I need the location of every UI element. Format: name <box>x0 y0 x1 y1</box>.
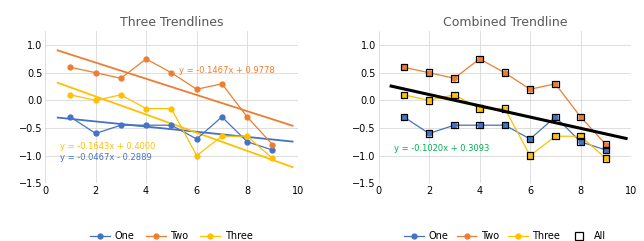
Two <box>526 88 534 91</box>
Line: Two: Two <box>68 56 275 147</box>
One <box>193 138 200 141</box>
Point <box>576 134 586 138</box>
Point <box>601 148 611 152</box>
One <box>400 115 408 118</box>
Point <box>399 93 409 97</box>
One <box>526 138 534 141</box>
One <box>450 124 458 127</box>
Line: Three: Three <box>401 92 609 161</box>
Two <box>551 82 559 85</box>
Three <box>400 93 408 96</box>
Point <box>500 71 510 75</box>
Two <box>142 58 150 60</box>
Legend: One, Two, Three, All: One, Two, Three, All <box>400 227 609 241</box>
Point <box>525 154 535 157</box>
Point <box>424 98 434 102</box>
Three <box>577 135 585 138</box>
Two <box>400 66 408 69</box>
Two <box>66 66 74 69</box>
Point <box>399 65 409 69</box>
Two <box>167 71 175 74</box>
Title: Combined Trendline: Combined Trendline <box>442 16 567 29</box>
Point <box>550 134 560 138</box>
Point <box>550 82 560 86</box>
One <box>551 115 559 118</box>
Three <box>526 154 534 157</box>
Three <box>243 135 251 138</box>
Two <box>425 71 433 74</box>
Line: One: One <box>68 114 275 153</box>
Three <box>551 135 559 138</box>
Three <box>142 107 150 110</box>
Point <box>424 71 434 75</box>
Point <box>525 137 535 141</box>
Two <box>91 71 99 74</box>
Two <box>218 82 226 85</box>
One <box>117 124 125 127</box>
Three <box>425 99 433 102</box>
Point <box>576 140 586 144</box>
One <box>577 140 585 143</box>
Text: y = -0.1643x + 0.4000: y = -0.1643x + 0.4000 <box>61 142 156 151</box>
Point <box>525 87 535 91</box>
Two <box>243 115 251 118</box>
Two <box>193 88 200 91</box>
Three <box>476 107 484 110</box>
Point <box>601 143 611 147</box>
Point <box>449 123 459 127</box>
Line: One: One <box>401 114 609 153</box>
Point <box>601 156 611 160</box>
One <box>243 140 251 143</box>
Three <box>450 93 458 96</box>
Three <box>66 93 74 96</box>
Legend: One, Two, Three: One, Two, Three <box>86 227 256 241</box>
One <box>501 124 509 127</box>
One <box>66 115 74 118</box>
Point <box>424 132 434 135</box>
Point <box>500 123 510 127</box>
Three <box>117 93 125 96</box>
Point <box>550 115 560 119</box>
One <box>91 132 99 135</box>
One <box>218 115 226 118</box>
Title: Three Trendlines: Three Trendlines <box>120 16 223 29</box>
Three <box>218 135 226 138</box>
Two <box>602 143 610 146</box>
Text: y = -0.1020x + 0.3093: y = -0.1020x + 0.3093 <box>393 144 489 153</box>
Line: Three: Three <box>68 92 275 161</box>
Two <box>501 71 509 74</box>
One <box>167 124 175 127</box>
Point <box>475 123 485 127</box>
Point <box>449 93 459 97</box>
Three <box>91 99 99 102</box>
Point <box>399 115 409 119</box>
Point <box>449 76 459 80</box>
Three <box>602 157 610 160</box>
Text: y = -0.0467x - 0.2889: y = -0.0467x - 0.2889 <box>61 153 152 162</box>
Two <box>577 115 585 118</box>
Three <box>167 107 175 110</box>
One <box>142 124 150 127</box>
Two <box>476 58 484 60</box>
One <box>425 132 433 135</box>
Point <box>500 107 510 111</box>
One <box>269 149 276 152</box>
Two <box>117 77 125 80</box>
Point <box>475 57 485 61</box>
Two <box>269 143 276 146</box>
Point <box>576 115 586 119</box>
Two <box>450 77 458 80</box>
Three <box>193 154 200 157</box>
Three <box>501 107 509 110</box>
One <box>602 149 610 152</box>
Line: Two: Two <box>401 56 609 147</box>
One <box>476 124 484 127</box>
Three <box>269 157 276 160</box>
Point <box>475 107 485 111</box>
Text: y = -0.1467x + 0.9778: y = -0.1467x + 0.9778 <box>179 66 275 75</box>
